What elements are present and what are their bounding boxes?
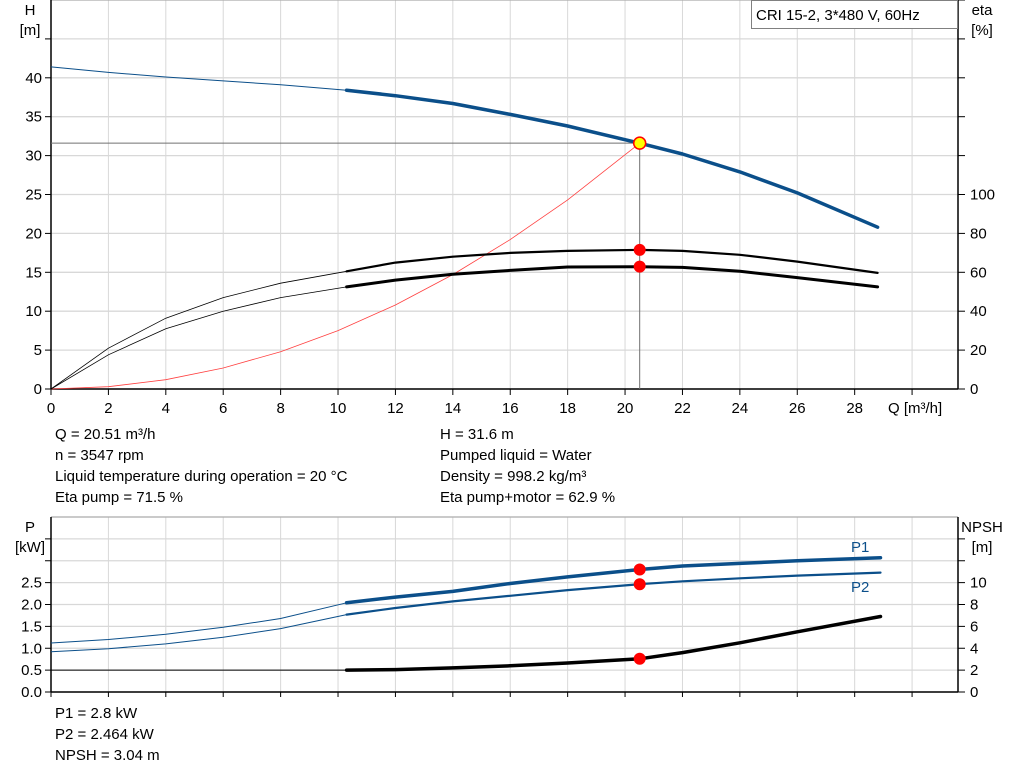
x-tick-label: 20 xyxy=(617,400,634,417)
p2-series-label: P2 xyxy=(851,579,869,596)
npsh-curve-line xyxy=(344,614,883,672)
y2-axis-unit: [m] xyxy=(972,539,993,556)
chart-title: CRI 15-2, 3*480 V, 60Hz xyxy=(756,7,920,24)
y-tick-label-right: 8 xyxy=(970,597,978,614)
y-tick-label-left: 20 xyxy=(25,225,42,242)
x-tick-label: 12 xyxy=(387,400,404,417)
x-tick-label: 10 xyxy=(330,400,347,417)
info-right: H = 31.6 m Pumped liquid = Water Density… xyxy=(440,424,615,508)
y2-axis-label: NPSH xyxy=(961,519,1003,536)
x-tick-label: 16 xyxy=(502,400,519,417)
p2-point xyxy=(633,578,646,591)
y-tick-label-right: 10 xyxy=(970,575,987,592)
y-tick-label-left: 0 xyxy=(34,381,42,398)
y-tick-label-left: 40 xyxy=(25,70,42,87)
y-tick-label-right: 0 xyxy=(970,381,978,398)
y-tick-label-right: 4 xyxy=(970,640,978,657)
x-axis-label: Q [m³/h] xyxy=(888,400,942,417)
eta-pump-curve-line-extrapolated xyxy=(50,270,347,390)
info-q: Q = 20.51 m³/h xyxy=(55,426,156,443)
y-tick-label-right: 2 xyxy=(970,662,978,679)
eta-pump-point xyxy=(633,243,646,256)
info-temp: Liquid temperature during operation = 20… xyxy=(55,468,348,485)
y-tick-label-right: 80 xyxy=(970,225,987,242)
y-tick-label-left: 10 xyxy=(25,303,42,320)
info-p2: P2 = 2.464 kW xyxy=(55,726,154,743)
y-tick-label-left: 1.5 xyxy=(21,618,42,635)
x-tick-label: 24 xyxy=(732,400,749,417)
y-axis-label: P xyxy=(25,519,35,536)
y-tick-label-right: 100 xyxy=(970,187,995,204)
info-density: Density = 998.2 kg/m³ xyxy=(440,468,587,485)
y-tick-label-left: 1.0 xyxy=(21,640,42,657)
y-axis-unit: [kW] xyxy=(15,539,45,556)
y-tick-label-right: 40 xyxy=(970,303,987,320)
info-liquid: Pumped liquid = Water xyxy=(440,447,592,464)
npsh-point xyxy=(633,652,646,665)
info-npsh: NPSH = 3.04 m xyxy=(55,747,160,764)
info-n: n = 3547 rpm xyxy=(55,447,144,464)
p1-point xyxy=(633,563,646,576)
p2-curve-line xyxy=(345,571,882,616)
y-tick-label-left: 2.0 xyxy=(21,597,42,614)
y-tick-label-right: 6 xyxy=(970,618,978,635)
x-tick-label: 6 xyxy=(219,400,227,417)
legend-box xyxy=(751,0,958,29)
x-tick-label: 28 xyxy=(846,400,863,417)
y2-axis-unit: [%] xyxy=(971,22,993,39)
y-axis-unit: [m] xyxy=(20,22,41,39)
y-tick-label-left: 35 xyxy=(25,109,42,126)
x-tick-label: 8 xyxy=(276,400,284,417)
eta-pump-motor-curve-line-extrapolated xyxy=(50,286,347,390)
y-tick-label-left: 30 xyxy=(25,148,42,165)
y-axis-label: H xyxy=(25,2,36,19)
y-tick-label-left: 25 xyxy=(25,187,42,204)
x-tick-label: 18 xyxy=(559,400,576,417)
info-eta-pump: Eta pump = 71.5 % xyxy=(55,489,183,506)
y-tick-label-right: 20 xyxy=(970,342,987,359)
info-eta-pump-motor: Eta pump+motor = 62.9 % xyxy=(440,489,616,506)
y-tick-label-left: 0.5 xyxy=(21,662,42,679)
x-tick-label: 2 xyxy=(104,400,112,417)
info-h: H = 31.6 m xyxy=(440,426,514,443)
y-tick-label-right: 60 xyxy=(970,264,987,281)
x-tick-label: 0 xyxy=(47,400,55,417)
x-tick-label: 4 xyxy=(162,400,170,417)
head-curve-line-extrapolated xyxy=(50,66,347,91)
p2-curve-line-extrapolated xyxy=(50,614,347,653)
p1-curve-line xyxy=(344,555,883,605)
x-tick-label: 22 xyxy=(674,400,691,417)
p1-curve-line-extrapolated xyxy=(50,602,347,644)
info-left: Q = 20.51 m³/h n = 3547 rpm Liquid tempe… xyxy=(55,424,347,508)
y-tick-label-right: 0 xyxy=(970,684,978,701)
info-p1: P1 = 2.8 kW xyxy=(55,705,138,722)
y-tick-label-left: 2.5 xyxy=(21,575,42,592)
eta-pump-motor-point xyxy=(633,260,646,273)
y-tick-label-left: 15 xyxy=(25,264,42,281)
eta-pump-curve-line xyxy=(345,248,879,274)
y2-axis-label: eta xyxy=(972,2,994,19)
head-curve-line xyxy=(344,88,880,229)
system-curve xyxy=(50,142,640,390)
duty-point-marker xyxy=(632,136,647,150)
x-tick-label: 26 xyxy=(789,400,806,417)
eta-pump-motor-curve-line xyxy=(345,265,880,289)
x-tick-label: 14 xyxy=(444,400,461,417)
info-bottom: P1 = 2.8 kW P2 = 2.464 kW NPSH = 3.04 m xyxy=(55,703,160,766)
p1-series-label: P1 xyxy=(851,539,869,556)
y-tick-label-left: 0.0 xyxy=(21,684,42,701)
y-tick-label-left: 5 xyxy=(34,342,42,359)
